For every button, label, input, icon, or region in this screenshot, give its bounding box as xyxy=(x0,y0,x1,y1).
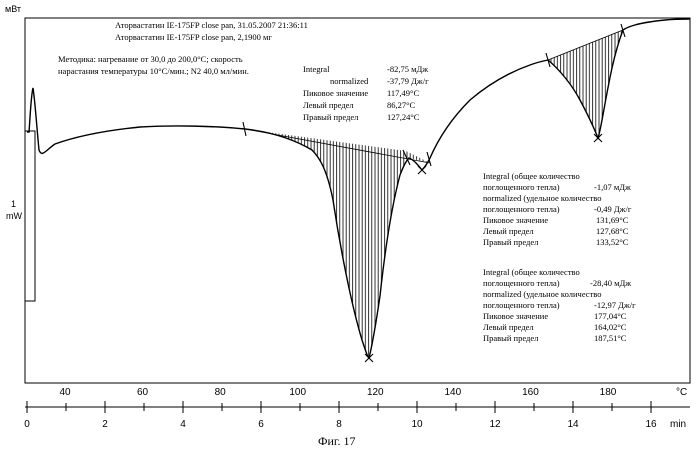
time-tick-label: 10 xyxy=(411,419,423,430)
time-tick-label: 14 xyxy=(567,419,579,430)
peak-2-row-2-label: normalized (удельное количество xyxy=(483,193,602,203)
peak-3-row-3-label: поглощенного тепла) xyxy=(483,300,560,310)
peak-3-minimum-marker xyxy=(593,133,603,143)
peak-2-right-limit-marker xyxy=(426,151,432,167)
temperature-axis: 40 60 80 100 120 140 160 180 xyxy=(59,387,616,398)
time-axis: 0 2 4 6 8 10 12 14 16 xyxy=(24,401,657,430)
peak-2-area xyxy=(548,30,623,138)
peak-3-row-0-label: Integral (общее количество xyxy=(483,267,580,277)
peak-3-right-limit-marker xyxy=(620,23,626,38)
figure-caption: Фиг. 17 xyxy=(318,434,355,448)
peak-1-row-0-label: Integral xyxy=(303,64,330,74)
peak-3-row-6-label: Правый предел xyxy=(483,333,539,343)
temperature-tick-label: 60 xyxy=(137,387,149,398)
peak-1-row-1-label: normalized xyxy=(330,76,369,86)
peak-3-row-1-value: -28,40 мДж xyxy=(590,278,631,288)
limit-markers xyxy=(242,23,626,363)
temperature-tick-label: 100 xyxy=(289,387,306,398)
temperature-tick-label: 120 xyxy=(367,387,384,398)
peak-1-row-4-value: 127,24°C xyxy=(387,112,420,122)
peak-2-row-5-label: Левый предел xyxy=(483,226,534,236)
peak-1-row-1-value: -37,79 Дж/г xyxy=(387,76,429,86)
peak-2-minimum-marker xyxy=(417,165,427,175)
peak-3-row-5-value: 164,02°C xyxy=(594,322,627,332)
time-tick-label: 6 xyxy=(258,419,264,430)
temperature-tick-label: 140 xyxy=(445,387,462,398)
time-tick-label: 16 xyxy=(645,419,657,430)
peak-2-row-6-value: 133,52°C xyxy=(596,237,629,247)
temperature-tick-label: 80 xyxy=(215,387,227,398)
temperature-tick-label: 180 xyxy=(600,387,617,398)
peak-3-row-3-value: -12,97 Дж/г xyxy=(594,300,636,310)
peak-2-row-5-value: 127,68°C xyxy=(596,226,629,236)
peak-1-row-0-value: -82,75 мДж xyxy=(387,64,428,74)
peak-1-minimum-marker xyxy=(364,353,374,363)
method-line-2: нарастания температуры 10°C/мин.; N2 40,… xyxy=(58,66,249,76)
time-tick-label: 4 xyxy=(180,419,186,430)
peak-3-left-limit-marker xyxy=(545,52,551,68)
peak-3-table: Integral (общее количество поглощенного … xyxy=(483,267,636,343)
peak-1-row-3-value: 86,27°C xyxy=(387,100,416,110)
peak-2-row-4-value: 131,69°C xyxy=(596,215,629,225)
time-tick-label: 2 xyxy=(102,419,108,430)
peak-2-row-3-value: -0,49 Дж/г xyxy=(594,204,632,214)
peak-1-row-2-value: 117,49°C xyxy=(387,88,419,98)
peak-2-row-0-label: Integral (общее количество xyxy=(483,171,580,181)
peak-1-left-limit-marker xyxy=(242,121,247,137)
scale-bar-unit: mW xyxy=(6,211,22,221)
peak-2-row-6-label: Правый предел xyxy=(483,237,539,247)
header-line-2: Аторвастатин IE-175FP close pan, 2,1900 … xyxy=(115,32,272,42)
peak-3-row-5-label: Левый предел xyxy=(483,322,534,332)
peak-1-row-4-label: Правый предел xyxy=(303,112,359,122)
peak-3-row-4-value: 177,04°C xyxy=(594,311,627,321)
peak-1-row-3-label: Левый предел xyxy=(303,100,354,110)
peak-3-baseline xyxy=(547,29,624,61)
peak-1-area xyxy=(245,129,430,358)
peak-2-table: Integral (общее количество поглощенного … xyxy=(483,171,632,247)
scale-bar xyxy=(24,130,36,302)
scale-bar-value: 1 xyxy=(11,199,16,209)
peak-2-row-1-value: -1,07 мДж xyxy=(594,182,631,192)
peak-2-row-1-label: поглощенного тепла) xyxy=(483,182,560,192)
peak-1-table: Integral -82,75 мДж normalized -37,79 Дж… xyxy=(303,64,429,122)
temperature-axis-unit: °C xyxy=(676,387,687,398)
time-axis-unit: min xyxy=(670,419,686,430)
time-tick-label: 0 xyxy=(24,419,30,430)
peak-2-row-4-label: Пиковое значение xyxy=(483,215,548,225)
peak-3-row-1-label: поглощенного тепла) xyxy=(483,278,560,288)
header-line-1: Аторвастатин IE-175FP close pan, 31.05.2… xyxy=(115,20,308,30)
temperature-tick-label: 160 xyxy=(522,387,539,398)
method-line-1: Методика: нагревание от 30,0 до 200,0°C;… xyxy=(58,54,243,64)
peak-2-row-3-label: поглощенного тепла) xyxy=(483,204,560,214)
peak-2-left-limit-marker xyxy=(402,149,411,166)
y-unit-label: мВт xyxy=(5,4,21,14)
peak-3-row-2-label: normalized (удельное количество xyxy=(483,289,602,299)
peak-1-row-2-label: Пиковое значение xyxy=(303,88,368,98)
time-tick-label: 8 xyxy=(336,419,342,430)
time-tick-label: 12 xyxy=(489,419,501,430)
peak-3-row-4-label: Пиковое значение xyxy=(483,311,548,321)
peak-3-row-6-value: 187,51°C xyxy=(594,333,627,343)
temperature-tick-label: 40 xyxy=(59,387,71,398)
